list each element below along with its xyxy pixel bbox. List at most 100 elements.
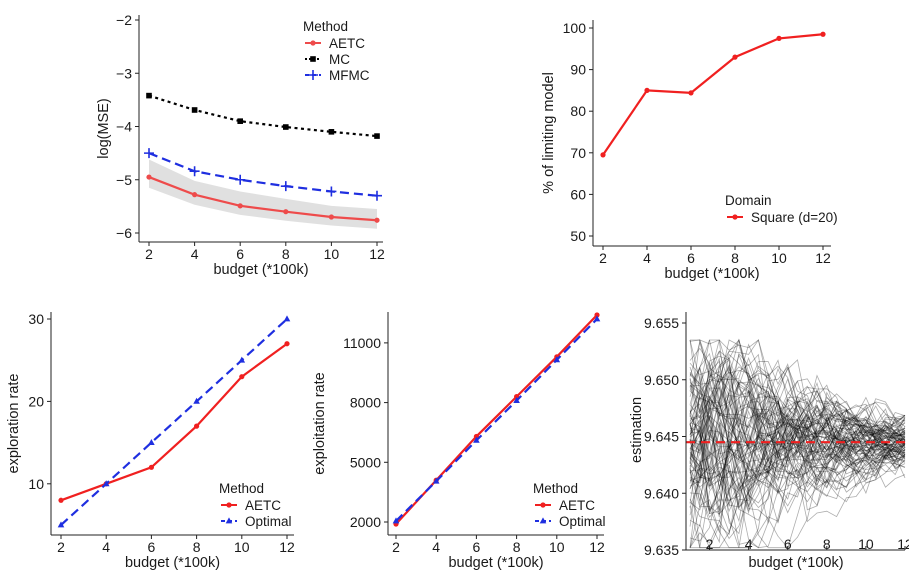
estimation-trajectory xyxy=(689,367,906,511)
data-point-optimal xyxy=(513,396,520,403)
x-tick-label: 10 xyxy=(234,539,250,555)
estimation-trajectory xyxy=(689,428,906,549)
y-axis-title: log(MSE) xyxy=(96,98,112,158)
x-axis-title: budget (*100k) xyxy=(125,555,220,571)
estimation-trajectory xyxy=(689,399,906,515)
estimation-trajectory xyxy=(689,423,906,534)
panel-percent-limiting-model: 2 4 6 8 10 12 100 90 80 70 60 50 budget (*100k) % of … xyxy=(541,20,838,282)
data-point-mc xyxy=(283,124,289,130)
x-axis-title: budget (*100k) xyxy=(213,262,308,278)
y-tick-label: 8000 xyxy=(350,395,381,411)
estimation-trajectory xyxy=(689,396,906,513)
estimation-trajectory xyxy=(689,374,906,468)
estimation-trajectory xyxy=(689,415,906,503)
x-tick-label: 8 xyxy=(513,539,521,555)
estimation-trajectory xyxy=(689,421,906,521)
x-tick-label: 8 xyxy=(823,536,831,552)
series-line-aetc xyxy=(148,176,378,222)
data-point-optimal xyxy=(102,480,110,487)
estimation-trajectory xyxy=(689,413,906,540)
y-tick-label: 9.650 xyxy=(644,372,679,388)
data-point-aetc xyxy=(239,374,245,380)
legend-label-mc: MC xyxy=(329,52,350,67)
estimation-trajectory xyxy=(689,409,906,548)
y-tick-label: 5000 xyxy=(350,454,381,470)
x-tick-label: 4 xyxy=(432,539,440,555)
x-tick-label: 12 xyxy=(897,536,909,552)
data-point-optimal xyxy=(432,477,440,484)
estimation-trajectory xyxy=(689,366,906,468)
estimation-trajectory xyxy=(689,359,906,464)
estimation-trajectory xyxy=(689,395,906,476)
x-tick-label: 4 xyxy=(643,250,651,266)
legend-label-aetc: AETC xyxy=(245,498,281,513)
estimation-trajectory xyxy=(689,361,906,441)
x-tick-label: 6 xyxy=(148,539,156,555)
data-point-mc xyxy=(237,118,243,124)
legend-key-marker-optimal xyxy=(225,517,233,524)
data-point-mfmc xyxy=(372,190,382,201)
legend-label-optimal: Optimal xyxy=(559,514,606,529)
data-point-mc xyxy=(328,129,335,135)
legend-title: Method xyxy=(219,481,264,496)
y-tick-label: −4 xyxy=(116,119,132,135)
estimation-trajectory xyxy=(689,423,906,497)
estimation-trajectory xyxy=(689,381,906,484)
legend-key-marker-aetc xyxy=(540,502,546,508)
estimation-trajectory xyxy=(689,368,906,488)
estimation-trajectory xyxy=(689,425,906,548)
data-point-mc xyxy=(146,92,152,99)
y-tick-label: 9.635 xyxy=(644,542,679,558)
y-tick-label: 9.640 xyxy=(644,485,679,501)
data-point-aetc xyxy=(328,214,334,220)
data-point-square-d-20 xyxy=(644,87,650,93)
data-point-mfmc xyxy=(235,174,246,185)
estimation-trajectory xyxy=(689,359,906,475)
estimation-trajectory xyxy=(689,415,906,507)
series-line-optimal xyxy=(395,318,598,522)
y-tick-label: 30 xyxy=(28,311,44,327)
x-tick-label: 4 xyxy=(102,539,110,555)
estimation-trajectory xyxy=(689,385,906,460)
x-tick-label: 2 xyxy=(392,539,400,555)
estimation-trajectory xyxy=(689,363,906,491)
x-tick-label: 12 xyxy=(589,539,605,555)
data-point-optimal xyxy=(193,397,200,404)
estimation-trajectory xyxy=(689,422,906,514)
estimation-trajectory xyxy=(689,409,906,504)
legend-key-marker-square-d-20 xyxy=(732,214,738,220)
estimation-trajectory xyxy=(689,402,906,518)
legend-key-marker-aetc xyxy=(226,502,232,508)
y-axis-title: % of limiting model xyxy=(541,72,557,194)
x-tick-label: 12 xyxy=(369,246,385,262)
estimation-trajectory xyxy=(689,405,906,514)
estimation-trajectory xyxy=(689,374,906,460)
data-point-mfmc xyxy=(144,148,154,159)
x-axis-title: budget (*100k) xyxy=(664,266,759,282)
series-line-square-d-20 xyxy=(602,33,824,156)
estimation-trajectory xyxy=(689,353,906,470)
estimation-trajectory xyxy=(689,339,906,488)
estimation-trajectory xyxy=(689,401,906,548)
legend-key-marker-mc xyxy=(310,56,316,62)
x-tick-label: 2 xyxy=(145,246,153,262)
legend-label-mfmc: MFMC xyxy=(329,68,370,83)
y-tick-label: 20 xyxy=(28,393,44,409)
data-point-aetc xyxy=(283,209,289,215)
estimation-trajectory xyxy=(689,357,906,463)
estimation-trajectory xyxy=(689,384,906,508)
estimation-trajectory xyxy=(689,381,906,549)
estimation-trajectory xyxy=(690,400,906,549)
estimation-trajectory xyxy=(689,404,905,484)
estimation-trajectory xyxy=(689,381,906,486)
estimation-trajectory xyxy=(689,410,906,478)
estimation-trajectory xyxy=(689,393,906,501)
estimation-trajectory xyxy=(689,371,906,469)
x-tick-label: 10 xyxy=(771,250,787,266)
y-tick-label: 70 xyxy=(570,145,586,161)
estimation-trajectory xyxy=(689,414,906,488)
estimation-trajectory xyxy=(689,372,906,516)
series-line-mfmc xyxy=(148,152,378,197)
estimation-trajectory xyxy=(689,402,906,523)
estimation-trajectory xyxy=(689,386,906,490)
